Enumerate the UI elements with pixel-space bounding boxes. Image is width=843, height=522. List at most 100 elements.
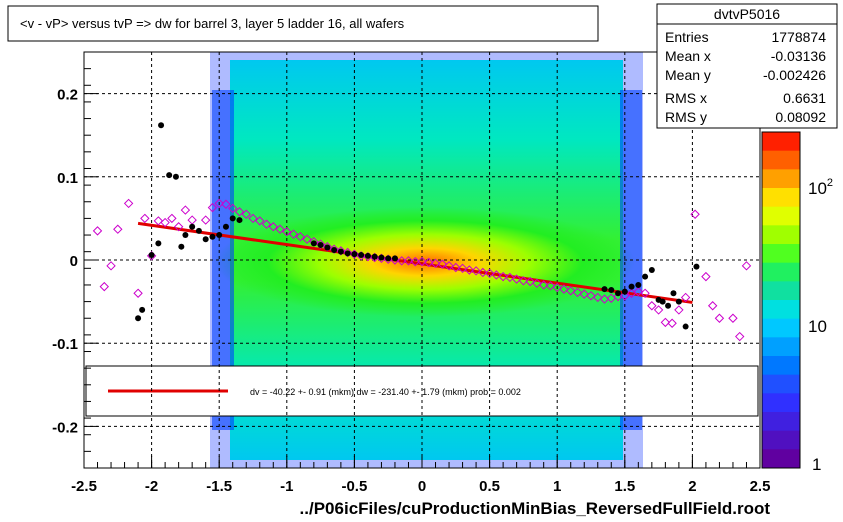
diamond-point: [282, 227, 292, 237]
profile-point: [378, 254, 385, 261]
diamond-point: [559, 284, 569, 294]
x-axis-label: ../P06icFiles/cuProductionMinBias_Revers…: [300, 499, 771, 518]
diamond-point: [295, 231, 306, 242]
diamond-point: [620, 291, 630, 301]
diamond-point: [538, 280, 549, 290]
profile-point: [155, 240, 162, 247]
diamond-point: [498, 271, 508, 282]
palette-frame: [761, 131, 801, 469]
diamond-point: [701, 271, 711, 282]
diamond-point: [545, 281, 556, 291]
diamond-point: [221, 199, 231, 209]
x-tick-label: 2: [688, 478, 696, 495]
stats-value-mean-y: -0.002426: [763, 67, 826, 83]
diamond-point: [167, 213, 177, 224]
diamond-point: [457, 263, 468, 274]
diamond-point: [525, 276, 535, 287]
diamond-point: [424, 257, 434, 268]
profile-point: [195, 227, 202, 234]
profile-point: [615, 290, 622, 297]
profile-point: [222, 223, 229, 230]
diamond-point: [410, 256, 420, 267]
y-tick-label: 0.1: [57, 170, 78, 187]
diamond-point: [660, 317, 671, 328]
diamond-point: [329, 244, 339, 254]
palette-band: [762, 262, 800, 282]
diamond-point: [173, 222, 184, 232]
diamond-point: [430, 258, 441, 269]
profile-point: [236, 217, 243, 224]
diamond-point: [471, 266, 481, 276]
y-tick-label: 0.2: [57, 87, 78, 104]
diamond-point: [518, 276, 529, 286]
profile-point: [659, 298, 666, 305]
open-diamond-series: [92, 198, 752, 342]
palette-band: [762, 244, 800, 264]
diamond-point: [302, 234, 312, 244]
diamond-point: [397, 256, 407, 266]
diamond-point: [113, 224, 123, 234]
profile-point: [172, 173, 179, 180]
palette-band: [762, 281, 800, 301]
diamond-point: [315, 239, 326, 249]
profile-point: [621, 288, 628, 295]
profile-point: [182, 232, 189, 239]
diamond-point: [322, 241, 333, 252]
x-tick-label: -0.5: [341, 478, 367, 495]
palette-band: [762, 337, 800, 357]
palette-band: [762, 169, 800, 189]
profile-point: [324, 244, 331, 251]
chart-title: <v - vP> versus tvP => dw for barrel 3, …: [20, 16, 405, 31]
profile-point: [135, 315, 142, 322]
diamond-point: [200, 215, 211, 225]
stats-label-entries: Entries: [665, 29, 709, 45]
diamond-point: [417, 256, 427, 267]
profile-point: [351, 251, 358, 258]
diamond-point: [491, 270, 502, 280]
profile-point: [635, 281, 642, 288]
palette-label-1: 1: [812, 455, 821, 474]
diamond-point: [106, 261, 116, 271]
palette-band: [762, 300, 800, 320]
profile-point: [608, 286, 615, 293]
x-tick-label: -2: [145, 478, 158, 495]
y-tick-label: -0.1: [52, 336, 78, 353]
profile-point: [648, 266, 655, 273]
x-tick-label: 1: [553, 478, 561, 495]
profile-point: [364, 252, 371, 259]
palette-band: [762, 206, 800, 226]
stats-label-rms-x: RMS x: [665, 90, 707, 106]
profile-point: [670, 290, 677, 297]
profile-point: [682, 323, 689, 330]
palette-band: [762, 132, 800, 152]
profile-point: [665, 302, 672, 309]
profile-point: [385, 255, 392, 262]
x-tick-label: -1.5: [206, 478, 232, 495]
palette-band: [762, 449, 800, 469]
palette-band: [762, 393, 800, 413]
diamond-point: [707, 301, 718, 311]
diamond-point: [478, 267, 488, 278]
diamond-point: [566, 286, 576, 296]
diamond-point: [248, 213, 258, 224]
profile-point: [310, 240, 317, 247]
fit-legend-text: dv = -40.22 +- 0.91 (mkm) dw = -231.40 +…: [250, 387, 521, 397]
diamond-point: [741, 261, 752, 271]
palette-band: [762, 318, 800, 338]
fit-line-group: [137, 221, 693, 304]
diamond-point: [633, 286, 644, 297]
diamond-point: [586, 291, 596, 301]
palette-label-10: 10: [808, 317, 827, 336]
diamond-point: [572, 287, 583, 298]
profile-point: [371, 253, 378, 260]
diamond-point: [593, 292, 603, 303]
diamond-point: [728, 313, 738, 323]
diamond-point: [153, 216, 164, 226]
profile-point: [216, 232, 223, 239]
diamond-point: [261, 219, 272, 229]
palette-band: [762, 356, 800, 376]
profile-point: [166, 172, 173, 179]
diamond-point: [99, 281, 109, 292]
profile-point: [158, 122, 165, 129]
diamond-point: [653, 305, 664, 315]
